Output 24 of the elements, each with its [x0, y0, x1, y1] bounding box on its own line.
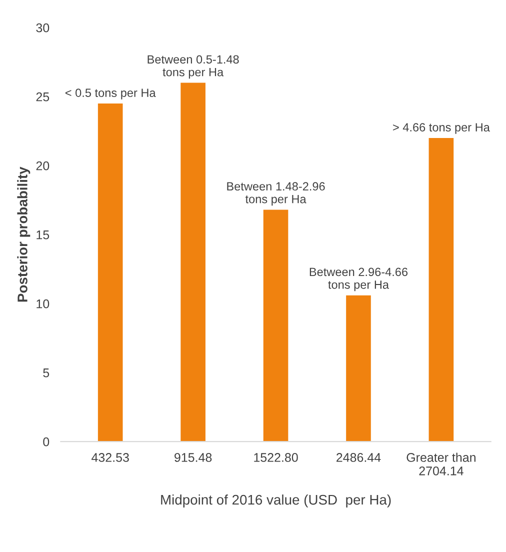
x-tick-label: Greater than 2704.14 [406, 452, 476, 476]
annotation: Between 0.5-1.48 tons per Ha [148, 55, 239, 79]
annotation: Between 2.96-4.66 tons per Ha [310, 268, 408, 292]
y-tick-label: 0 [43, 437, 50, 446]
bar [346, 295, 371, 442]
bar [180, 82, 206, 442]
x-axis-title: Midpoint of 2016 value (USD per Ha) [161, 494, 391, 508]
y-axis-title: Posterior probability [17, 166, 30, 302]
x-tick-label: 1522.80 [254, 453, 298, 462]
y-tick-label: 10 [36, 299, 50, 308]
bar [98, 104, 123, 442]
bar [428, 138, 454, 442]
annotation: > 4.66 tons per Ha [393, 123, 490, 134]
bar [263, 210, 288, 442]
y-tick-label: 25 [36, 92, 50, 102]
x-tick-label: 432.53 [92, 453, 129, 462]
x-tick-label: 2486.44 [336, 453, 381, 462]
annotation: Between 1.48-2.96 tons per Ha [227, 182, 325, 206]
x-tick-label: 915.48 [174, 453, 212, 462]
y-tick-label: 15 [36, 230, 50, 240]
y-tick-label: 5 [43, 368, 50, 378]
y-tick-label: 20 [36, 161, 50, 170]
annotation: < 0.5 tons per Ha [65, 88, 156, 100]
y-tick-label: 30 [36, 23, 50, 32]
